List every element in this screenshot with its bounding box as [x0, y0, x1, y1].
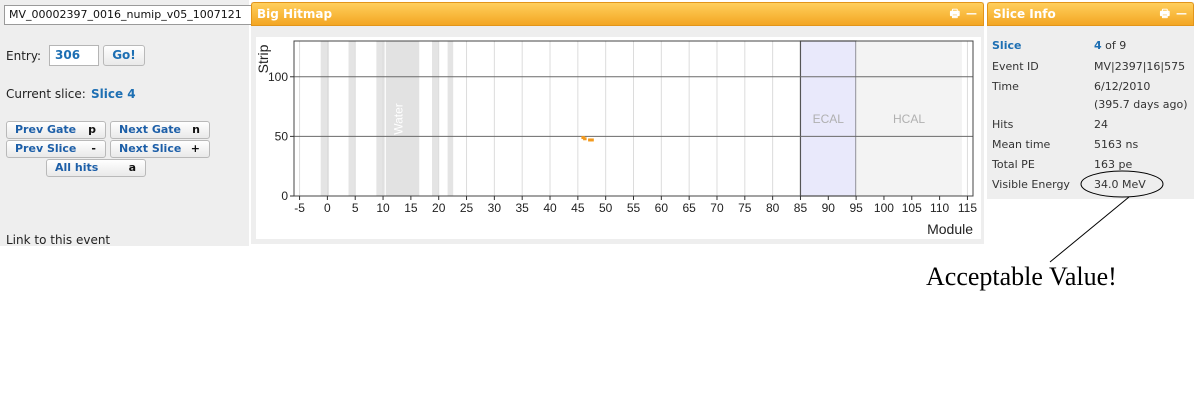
minimize-icon[interactable]: —: [966, 7, 977, 20]
next-slice-label: Next Slice: [119, 142, 182, 155]
slice-value: 4 of 9: [1094, 39, 1126, 52]
slice-count: of 9: [1101, 39, 1127, 52]
next-gate-label: Next Gate: [119, 123, 182, 136]
x-tick-label: 5: [352, 201, 359, 215]
hitmap-title: Big Hitmap: [257, 7, 333, 21]
next-gate-key: n: [192, 123, 200, 136]
x-tick-label: 70: [710, 201, 724, 215]
current-slice-link[interactable]: Slice 4: [91, 87, 136, 101]
y-tick-label: 0: [281, 189, 288, 203]
x-tick-label: 25: [460, 201, 474, 215]
next-slice-key: +: [190, 142, 200, 155]
hitmap-chart: Water ECAL HCAL -5 0 5 10 15 20 25 30 35 40 45 50 55 60…: [256, 40, 977, 237]
x-tick-label: -5: [294, 201, 305, 215]
slice-number[interactable]: 4: [1094, 39, 1102, 52]
x-tick-label: 40: [543, 201, 557, 215]
hit-point: [588, 138, 592, 142]
region-hcal: [856, 41, 962, 196]
x-tick-label: 75: [738, 201, 752, 215]
event-link[interactable]: Link to this event: [6, 233, 111, 247]
mean-time-label: Mean time: [992, 138, 1051, 151]
total-pe-value: 163 pe: [1094, 158, 1133, 171]
region-label-hcal: HCAL: [893, 112, 925, 126]
time-ago-value: (395.7 days ago): [1094, 98, 1188, 111]
prev-slice-button[interactable]: Prev Slice -: [6, 140, 106, 158]
all-hits-label: All hits: [55, 161, 99, 174]
detector-band: [447, 41, 454, 196]
hitmap-canvas[interactable]: Water ECAL HCAL -5 0 5 10 15 20 25 30 35 40 45 50 55 60…: [256, 37, 981, 239]
time-value: 6/12/2010: [1094, 80, 1151, 93]
detector-band: [432, 41, 439, 196]
all-hits-button[interactable]: All hits a: [46, 159, 146, 177]
x-tick-label: 85: [794, 201, 808, 215]
entry-input[interactable]: 306: [49, 45, 99, 66]
current-slice-label: Current slice:: [6, 87, 86, 101]
slice-label[interactable]: Slice: [992, 39, 1022, 52]
time-label: Time: [992, 80, 1019, 93]
slice-info-title: Slice Info: [993, 7, 1056, 21]
next-slice-button[interactable]: Next Slice +: [110, 140, 210, 158]
entry-label: Entry:: [6, 49, 42, 63]
x-tick-label: 90: [822, 201, 836, 215]
slice-info-header: Slice Info 🖶 —: [987, 2, 1194, 26]
x-tick-label: 110: [930, 201, 949, 215]
visible-energy-value: 34.0 MeV: [1094, 178, 1146, 191]
next-gate-button[interactable]: Next Gate n: [110, 121, 210, 139]
x-tick-label: 65: [682, 201, 696, 215]
go-button[interactable]: Go!: [103, 45, 145, 66]
total-pe-label: Total PE: [992, 158, 1035, 171]
event-id-label: Event ID: [992, 60, 1039, 73]
x-tick-label: 15: [404, 201, 418, 215]
event-controls-panel: MV_00002397_0016_numip_v05_1007121 Entry…: [0, 0, 254, 247]
annotation-pointer-line: [1049, 196, 1130, 263]
hit-point: [590, 138, 594, 142]
x-tick-label: 60: [655, 201, 669, 215]
y-tick-label: 100: [268, 70, 288, 84]
visible-energy-label: Visible Energy: [992, 178, 1070, 191]
detector-band: [376, 41, 385, 196]
region-ecal: [799, 40, 857, 197]
y-tick-label: 50: [275, 129, 289, 143]
detector-band: [320, 41, 330, 196]
prev-slice-label: Prev Slice: [15, 142, 77, 155]
print-icon[interactable]: 🖶: [1159, 7, 1170, 20]
x-tick-label: 30: [488, 201, 502, 215]
hit-point: [583, 137, 587, 141]
x-tick-label: 100: [874, 201, 894, 215]
x-tick-label: 50: [599, 201, 613, 215]
all-hits-key: a: [128, 161, 136, 174]
region-label-ecal: ECAL: [813, 112, 845, 126]
x-tick-label: 105: [902, 201, 922, 215]
prev-gate-key: p: [88, 123, 96, 136]
region-water: [385, 41, 420, 196]
prev-gate-button[interactable]: Prev Gate p: [6, 121, 106, 139]
event-id-value: MV|2397|16|575: [1094, 60, 1186, 73]
minimize-icon[interactable]: —: [1176, 7, 1187, 20]
x-axis-label: Module: [927, 221, 973, 237]
x-tick-label: 55: [627, 201, 641, 215]
x-tick-label: 45: [571, 201, 585, 215]
print-icon[interactable]: 🖶: [949, 7, 960, 20]
prev-gate-label: Prev Gate: [15, 123, 77, 136]
prev-slice-key: -: [91, 142, 96, 155]
annotation-text: Acceptable Value!: [926, 262, 1117, 291]
x-tick-label: 115: [958, 201, 977, 215]
slice-info-panel: Slice Info 🖶 — Slice 4 of 9 Event ID MV|2…: [987, 2, 1194, 199]
detector-band: [348, 41, 356, 196]
big-hitmap-panel: Big Hitmap 🖶 — Water ECAL HCAL -5 0 5 10 15 20 25…: [251, 2, 984, 244]
x-tick-label: 80: [766, 201, 780, 215]
x-tick-label: 20: [432, 201, 446, 215]
annotation-ellipse: [1080, 170, 1164, 198]
x-tick-label: 35: [516, 201, 530, 215]
region-label-water: Water: [392, 103, 406, 135]
hits-label: Hits: [992, 118, 1014, 131]
hits-value: 24: [1094, 118, 1108, 131]
mean-time-value: 5163 ns: [1094, 138, 1139, 151]
x-tick-label: 0: [324, 201, 331, 215]
x-tick-label: 95: [849, 201, 863, 215]
hitmap-header: Big Hitmap 🖶 —: [251, 2, 984, 26]
x-tick-label: 10: [376, 201, 390, 215]
y-axis-label: Strip: [256, 44, 271, 73]
